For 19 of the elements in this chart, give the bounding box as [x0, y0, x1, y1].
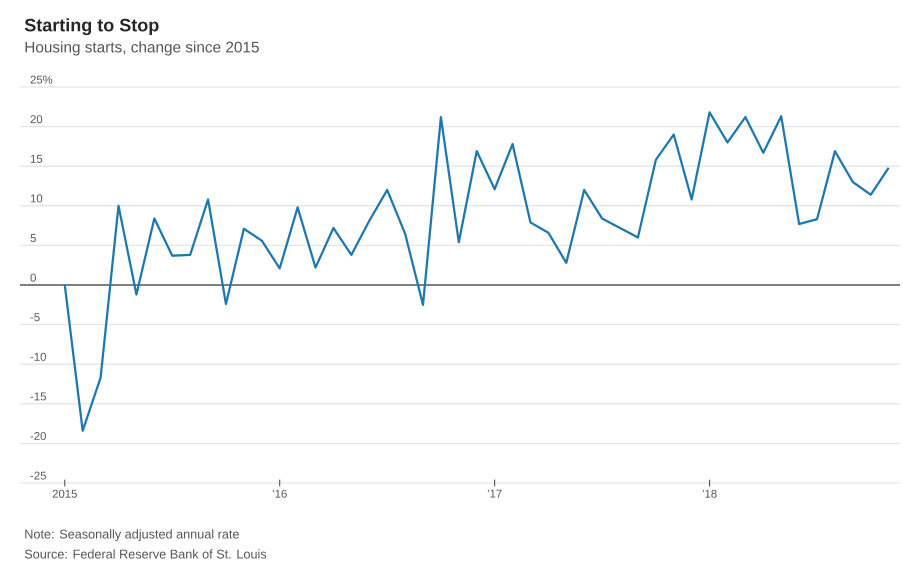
y-tick-label: -25 [30, 472, 46, 480]
x-tick-label: ’16 [272, 490, 287, 498]
y-tick-label: -5 [30, 313, 40, 322]
chart-title: Starting to Stop [24, 18, 159, 36]
y-tick-label: 15 [30, 154, 42, 163]
x-tick-label: 2015 [52, 490, 77, 498]
y-tick-label: 20 [30, 115, 42, 124]
y-tick-label: 0 [30, 274, 36, 282]
y-tick-label: 5 [30, 234, 36, 242]
y-tick-label: -10 [30, 352, 46, 361]
x-tick-label: ’18 [702, 490, 717, 498]
source-note: Source: Federal Reserve Bank of St. Louis [24, 549, 266, 559]
text: Note: Seasonally adjusted annual rate [25, 529, 239, 542]
y-tick-label: 10 [30, 194, 42, 202]
y-tick-label: -15 [30, 392, 46, 400]
chart-subtitle: Housing starts, change since 2015 [26, 41, 259, 56]
y-tick-label: 25% [30, 76, 52, 84]
x-tick-label: ’17 [488, 490, 502, 498]
y-tick-label: -20 [30, 432, 46, 440]
